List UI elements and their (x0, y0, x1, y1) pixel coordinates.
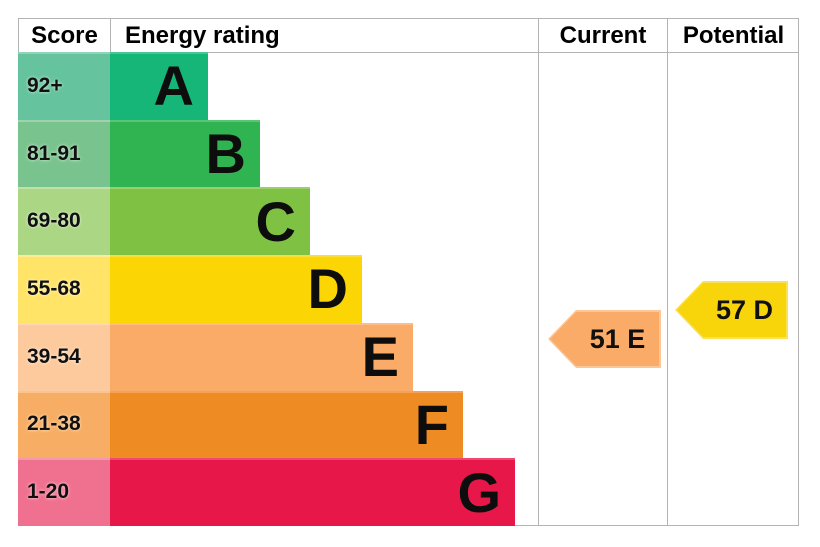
rating-bar-b: B (110, 119, 260, 188)
score-column-header: Score (31, 21, 98, 49)
potential-column-header: Potential (682, 21, 785, 49)
rating-bar-f: F (110, 390, 463, 459)
score-range-f: 21-38 (18, 390, 110, 459)
rating-bar-a: A (110, 52, 208, 120)
rating-bar-c: C (110, 187, 310, 256)
potential-column-divider (667, 18, 668, 526)
energy-rating-column-header: Energy rating (125, 21, 280, 49)
current-rating-arrow-fill: 51 E (550, 312, 659, 366)
potential-rating-arrow: 57 D (675, 281, 788, 339)
current-rating-value: 51 E (589, 323, 646, 354)
current-rating-arrow: 51 E (548, 310, 661, 368)
rating-bar-e: E (110, 322, 413, 391)
current-column-divider (538, 18, 539, 526)
current-column-header: Current (559, 21, 647, 49)
header-bottom-line (18, 52, 799, 53)
potential-rating-value: 57 D (715, 294, 774, 325)
rating-bar-d: D (110, 255, 362, 323)
rating-bar-g: G (110, 458, 515, 526)
score-range-d: 55-68 (18, 255, 110, 323)
score-column-divider (110, 18, 111, 53)
score-range-c: 69-80 (18, 187, 110, 256)
potential-rating-arrow-fill: 57 D (677, 283, 786, 337)
score-range-g: 1-20 (18, 458, 110, 526)
score-range-b: 81-91 (18, 119, 110, 188)
score-range-e: 39-54 (18, 322, 110, 391)
score-range-a: 92+ (18, 52, 110, 120)
